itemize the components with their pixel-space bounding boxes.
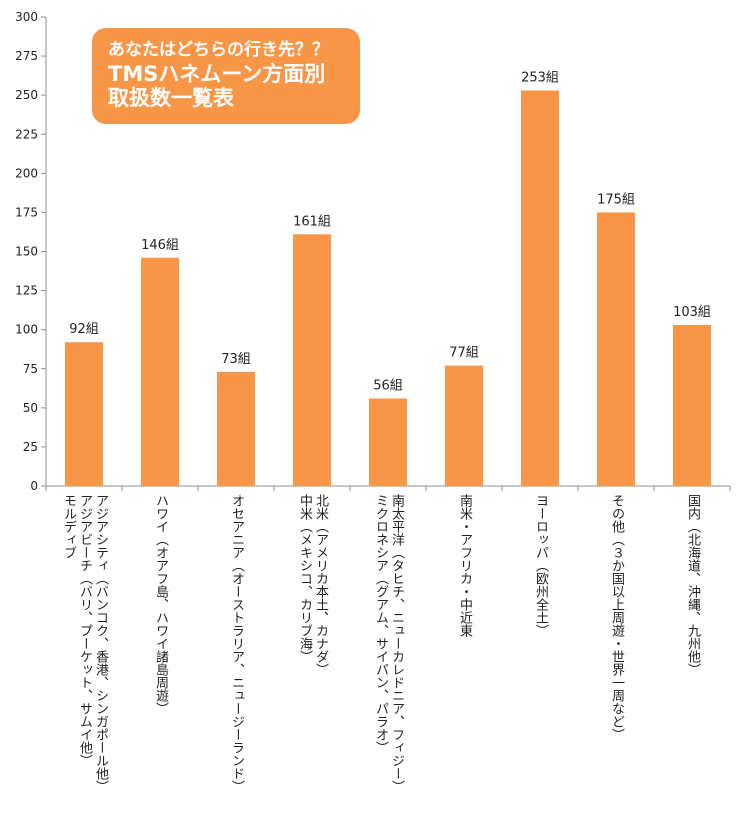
bar-value-label: 56組 (373, 378, 403, 393)
x-category-label: 南米・アフリカ・中近東 (457, 494, 472, 637)
title-line-1: あなたはどちらの行き先？？ (108, 40, 329, 60)
bar-value-label: 92組 (69, 322, 99, 337)
y-tick-label: 275 (15, 49, 38, 63)
y-tick-label: 225 (15, 127, 38, 141)
bar (597, 212, 635, 486)
x-category-label: ヨーロッパ（欧州全土） (533, 494, 548, 637)
title-line-2: TMSハネムーン方面別 (108, 62, 326, 86)
y-tick-label: 25 (23, 440, 38, 454)
y-tick-label: 75 (23, 362, 38, 376)
bar-value-label: 146組 (141, 238, 179, 253)
x-category-label: 北米（アメリカ本土、カナダ） 中米（メキシコ、カリブ海） (297, 494, 328, 676)
y-tick-label: 200 (15, 166, 38, 180)
bar (521, 90, 559, 486)
title-line-3: 取扱数一覧表 (108, 86, 234, 110)
x-category-label: アジアシティ（バンコク、香港、シンガポール他） アジアビーチ（バリ、プーケット、… (61, 494, 108, 793)
x-category-label: オセアニア（オーストラリア、ニュージーランド） (229, 494, 244, 793)
x-category-label: その他（３か国以上周遊・世界一周など） (609, 494, 624, 741)
y-tick-label: 300 (15, 10, 38, 24)
bar-value-label: 175組 (597, 192, 635, 207)
bar (369, 398, 407, 486)
bar (217, 371, 255, 486)
chart-title-box: あなたはどちらの行き先？？ TMSハネムーン方面別 取扱数一覧表 (92, 28, 360, 124)
x-category-label: 国内（北海道、沖縄、九州他） (685, 494, 700, 676)
y-tick-label: 125 (15, 284, 38, 298)
bar (445, 365, 483, 486)
bar-value-label: 103組 (673, 305, 711, 320)
bar-value-label: 253組 (521, 70, 559, 85)
y-tick-label: 250 (15, 88, 38, 102)
bar (65, 342, 103, 486)
bar (141, 257, 179, 486)
bar (293, 234, 331, 486)
x-category-label: ハワイ（オアフ島、ハワイ諸島周遊） (153, 494, 168, 715)
y-tick-label: 150 (15, 245, 38, 259)
y-tick-label: 175 (15, 205, 38, 219)
bar-value-label: 161組 (293, 214, 331, 229)
bar (673, 324, 711, 486)
bar-value-label: 73組 (221, 352, 251, 367)
bar-value-label: 77組 (449, 346, 479, 361)
y-tick-label: 100 (15, 323, 38, 337)
y-tick-label: 50 (23, 401, 38, 415)
x-category-label: 南太平洋（タヒチ、ニューカレドニア、フィジー） ミクロネシア（グアム、サイパン、… (373, 494, 404, 793)
y-tick-label: 0 (30, 479, 38, 493)
